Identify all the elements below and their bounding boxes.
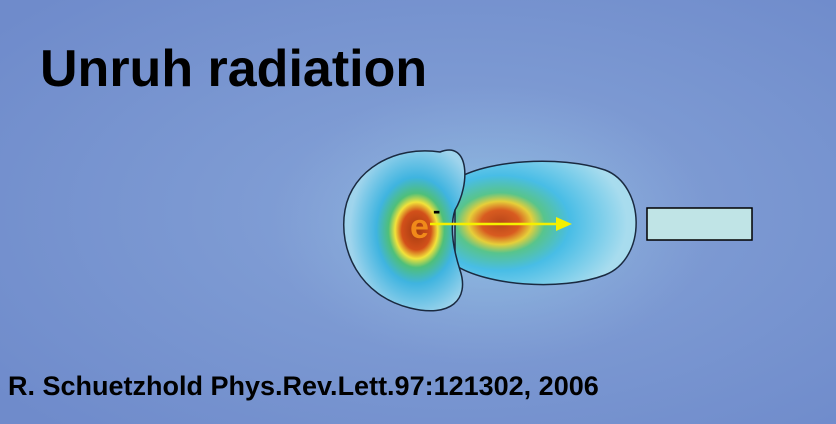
detector-box [646,207,753,241]
citation: R. Schuetzhold Phys.Rev.Lett.97:121302, … [8,371,599,401]
title: Unruh radiation [40,40,427,98]
electron-symbol: e [410,208,429,246]
acceleration-arrow [430,217,572,231]
electron-charge: - [433,198,440,223]
arrow-head [556,217,572,231]
backward-lobe [343,149,466,312]
